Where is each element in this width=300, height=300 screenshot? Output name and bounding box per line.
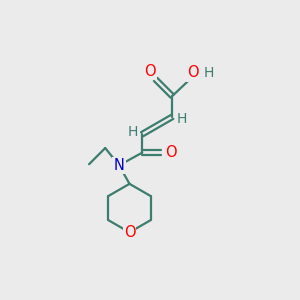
Text: H: H [204, 66, 214, 80]
Text: N: N [114, 158, 124, 173]
Text: O: O [145, 64, 156, 79]
Text: H: H [177, 112, 187, 126]
Text: H: H [127, 125, 138, 139]
Text: O: O [187, 65, 199, 80]
Text: O: O [124, 225, 135, 240]
Text: O: O [165, 145, 176, 160]
